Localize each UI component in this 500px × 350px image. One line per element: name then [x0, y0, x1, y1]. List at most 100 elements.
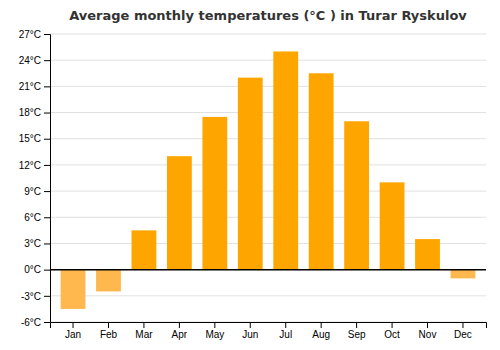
x-tick: Aug — [312, 322, 330, 340]
x-tick: Sep — [348, 322, 366, 340]
y-tick-label: 27°C — [19, 29, 41, 40]
bar — [132, 230, 157, 269]
x-tick-label: Jun — [242, 329, 258, 340]
x-tick-label: Feb — [100, 329, 118, 340]
x-tick: May — [205, 322, 224, 340]
x-tick-mark — [285, 322, 286, 328]
y-tick-mark — [44, 113, 50, 114]
grid-line — [50, 60, 486, 61]
y-tick-mark — [44, 34, 50, 35]
y-tick: 21°C — [19, 81, 50, 92]
x-tick: Jul — [279, 322, 292, 340]
grid-line — [50, 86, 486, 87]
x-tick-mark — [427, 322, 428, 328]
x-tick-mark — [321, 322, 322, 328]
y-axis-line — [44, 35, 51, 323]
y-tick: 12°C — [19, 160, 50, 171]
bar — [238, 78, 263, 270]
y-tick: 24°C — [19, 55, 50, 66]
x-tick: Jun — [242, 322, 258, 340]
chart: Average monthly temperatures (°C ) in Tu… — [0, 0, 500, 350]
x-tick-mark — [250, 322, 251, 328]
x-tick-label: Dec — [454, 329, 472, 340]
grid-line — [50, 112, 486, 113]
plot: -6°C -3°C 0°C 3°C 6°C 9°C 12°C 15°C 18°C 21°C 24°C… — [19, 29, 487, 340]
x-tick: Nov — [419, 322, 437, 340]
y-tick: -6°C — [21, 317, 50, 328]
grid-line — [50, 138, 486, 139]
bar — [167, 156, 192, 269]
x-tick-mark — [462, 322, 463, 328]
y-tick-mark — [44, 270, 50, 271]
y-tick-mark — [44, 296, 50, 297]
bar — [202, 117, 227, 270]
y-tick-label: 21°C — [19, 81, 41, 92]
y-tick: 15°C — [19, 133, 50, 144]
y-tick-mark — [44, 139, 50, 140]
x-tick-mark — [356, 322, 357, 328]
x-tick: Oct — [384, 322, 400, 340]
y-tick: 27°C — [19, 29, 50, 40]
y-tick: 18°C — [19, 107, 50, 118]
x-tick-mark — [392, 322, 393, 328]
x-tick: Apr — [172, 322, 188, 340]
bar — [451, 270, 476, 279]
y-tick-label: 24°C — [19, 55, 41, 66]
y-tick-label: -3°C — [21, 291, 41, 302]
y-tick-label: 12°C — [19, 160, 41, 171]
grid-line — [50, 217, 486, 218]
grid-line — [50, 269, 486, 270]
x-tick-label: May — [205, 329, 224, 340]
y-tick-mark — [44, 165, 50, 166]
y-tick-label: 18°C — [19, 107, 41, 118]
bar — [273, 51, 298, 269]
x-tick-label: Jul — [279, 329, 292, 340]
x-tick-label: Nov — [419, 329, 437, 340]
grid-line — [50, 34, 486, 35]
y-tick-label: -6°C — [21, 317, 41, 328]
y-tick-label: 0°C — [24, 264, 41, 275]
y-tick-label: 6°C — [24, 212, 41, 223]
y-tick-mark — [44, 243, 50, 244]
grid — [50, 34, 486, 322]
y-tick-mark — [44, 191, 50, 192]
x-tick-mark — [214, 322, 215, 328]
x-tick-mark — [179, 322, 180, 328]
x-tick: Feb — [100, 322, 118, 340]
y-tick-label: 15°C — [19, 133, 41, 144]
x-tick-mark — [143, 322, 144, 328]
y-tick: 3°C — [24, 238, 50, 249]
x-tick-label: Apr — [172, 329, 188, 340]
y-tick-mark — [44, 86, 50, 87]
x-tick-mark — [108, 322, 109, 328]
grid-line — [50, 191, 486, 192]
y-tick: 6°C — [24, 212, 50, 223]
y-tick: -3°C — [21, 291, 50, 302]
x-tick-label: Jan — [65, 329, 81, 340]
x-axis: Jan Feb Mar Apr May Jun Jul Aug Sep Oct Nov Dec — [51, 322, 487, 340]
zero-line — [50, 269, 486, 271]
y-tick: 0°C — [24, 264, 50, 275]
grid-line — [50, 295, 486, 296]
bar — [380, 182, 405, 269]
y-tick-label: 3°C — [24, 238, 41, 249]
bar — [344, 121, 369, 269]
x-tick: Jan — [65, 322, 81, 340]
y-tick-label: 9°C — [24, 186, 41, 197]
x-axis-line — [51, 323, 487, 329]
x-tick: Dec — [454, 322, 472, 340]
bar — [61, 270, 86, 309]
x-tick: Mar — [135, 322, 153, 340]
y-tick-mark — [44, 322, 50, 323]
grid-line — [50, 164, 486, 165]
x-tick-label: Sep — [348, 329, 366, 340]
y-axis: -6°C -3°C 0°C 3°C 6°C 9°C 12°C 15°C 18°C 21°C 24°C… — [19, 29, 51, 328]
y-tick: 9°C — [24, 186, 50, 197]
x-tick-label: Aug — [312, 329, 330, 340]
y-tick-mark — [44, 60, 50, 61]
bar — [415, 239, 440, 270]
y-tick-mark — [44, 217, 50, 218]
x-tick-label: Mar — [135, 329, 153, 340]
x-tick-mark — [73, 322, 74, 328]
bar — [309, 73, 334, 269]
